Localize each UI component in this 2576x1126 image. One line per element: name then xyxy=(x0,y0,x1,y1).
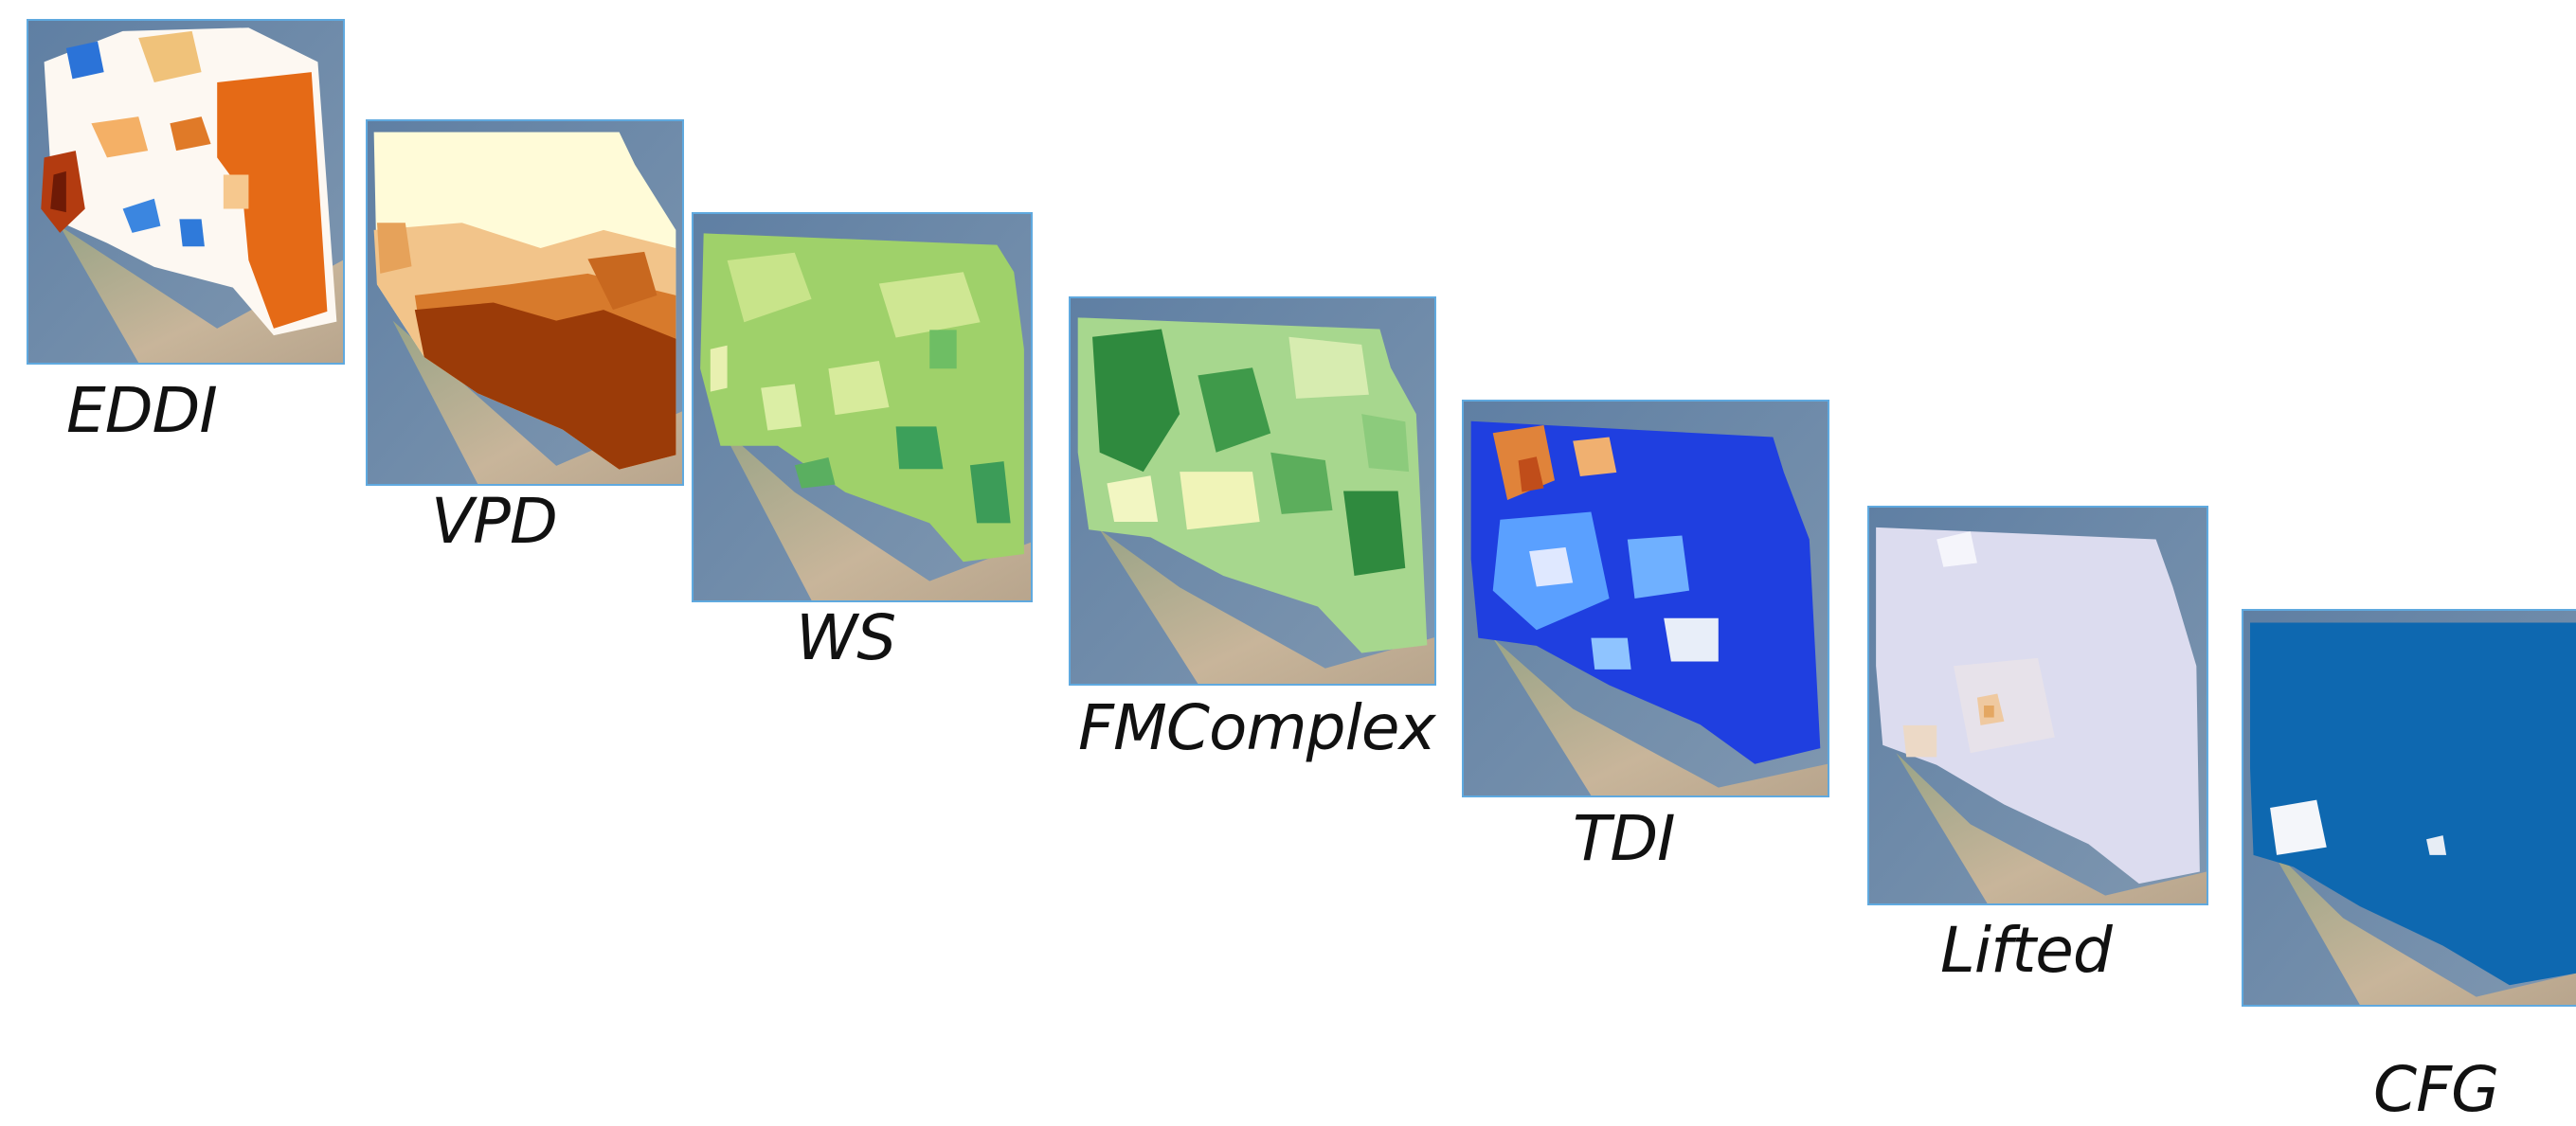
eddi-label: EDDI xyxy=(66,374,218,447)
lifted-label: Lifted xyxy=(1940,914,2113,987)
lifted-map-panel xyxy=(1867,506,2208,905)
ws-map-panel xyxy=(692,212,1033,602)
cfg-map-panel xyxy=(2242,609,2576,1007)
fmcomplex-map xyxy=(1071,298,1434,684)
eddi-map-panel xyxy=(27,19,345,365)
fmcomplex-label: FMComplex xyxy=(1078,691,1436,764)
vpd-label: VPD xyxy=(431,485,558,558)
vpd-map xyxy=(368,121,682,484)
ws-map xyxy=(694,214,1031,600)
tdi-map xyxy=(1464,402,1828,795)
cfg-label: CFG xyxy=(2373,1053,2499,1126)
lifted-map xyxy=(1869,508,2207,903)
tdi-map-panel xyxy=(1462,400,1829,797)
vpd-map-panel xyxy=(366,119,684,486)
cfg-map xyxy=(2243,611,2576,1005)
tdi-label: TDI xyxy=(1573,802,1676,875)
ws-label: WS xyxy=(796,601,896,674)
fmcomplex-map-panel xyxy=(1069,296,1436,686)
eddi-map xyxy=(28,21,343,363)
